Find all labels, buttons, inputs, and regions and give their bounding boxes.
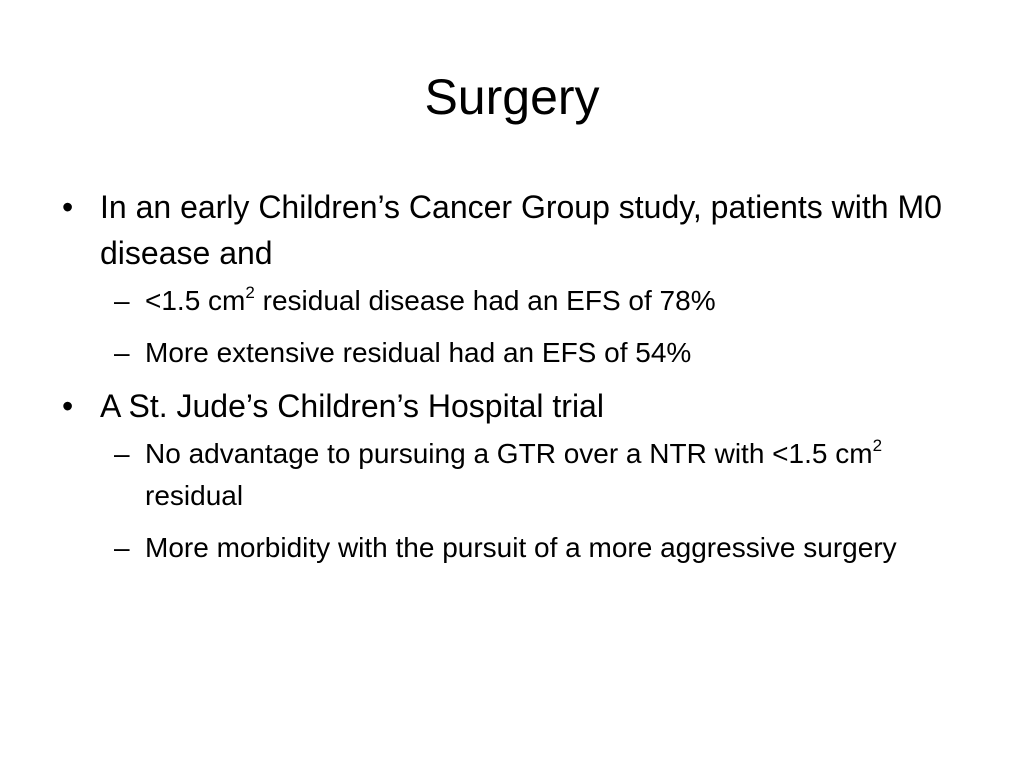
superscript: 2 <box>872 436 883 455</box>
dash-marker-icon: – <box>114 532 130 563</box>
bullet-dot-icon: • <box>62 388 74 424</box>
bullet-text: A St. Jude’s Children’s Hospital trial <box>100 388 604 424</box>
dash-marker-icon: – <box>114 285 130 316</box>
sub-bullet-item: – More extensive residual had an EFS of … <box>56 332 956 374</box>
bullet-text: In an early Children’s Cancer Group stud… <box>100 189 942 271</box>
sub-bullet-item: – More morbidity with the pursuit of a m… <box>56 527 956 569</box>
sub-bullet-text: <1.5 cm2 residual disease had an EFS of … <box>145 283 716 316</box>
sub-bullet-text: More extensive residual had an EFS of 54… <box>145 337 692 368</box>
sub-bullet-item: – No advantage to pursuing a GTR over a … <box>56 433 956 517</box>
slide-content: • In an early Children’s Cancer Group st… <box>56 184 956 569</box>
sub-bullet-text: No advantage to pursuing a GTR over a NT… <box>145 436 883 511</box>
sub-bullet-text: More morbidity with the pursuit of a mor… <box>145 532 897 563</box>
slide-title: Surgery <box>424 69 600 125</box>
sub-bullet-item: – <1.5 cm2 residual disease had an EFS o… <box>56 280 956 322</box>
bullet-item: • In an early Children’s Cancer Group st… <box>56 184 956 276</box>
bullet-item: • A St. Jude’s Children’s Hospital trial <box>56 383 956 429</box>
superscript: 2 <box>245 283 255 302</box>
dash-marker-icon: – <box>114 438 130 469</box>
bullet-dot-icon: • <box>62 189 74 225</box>
dash-marker-icon: – <box>114 337 130 368</box>
